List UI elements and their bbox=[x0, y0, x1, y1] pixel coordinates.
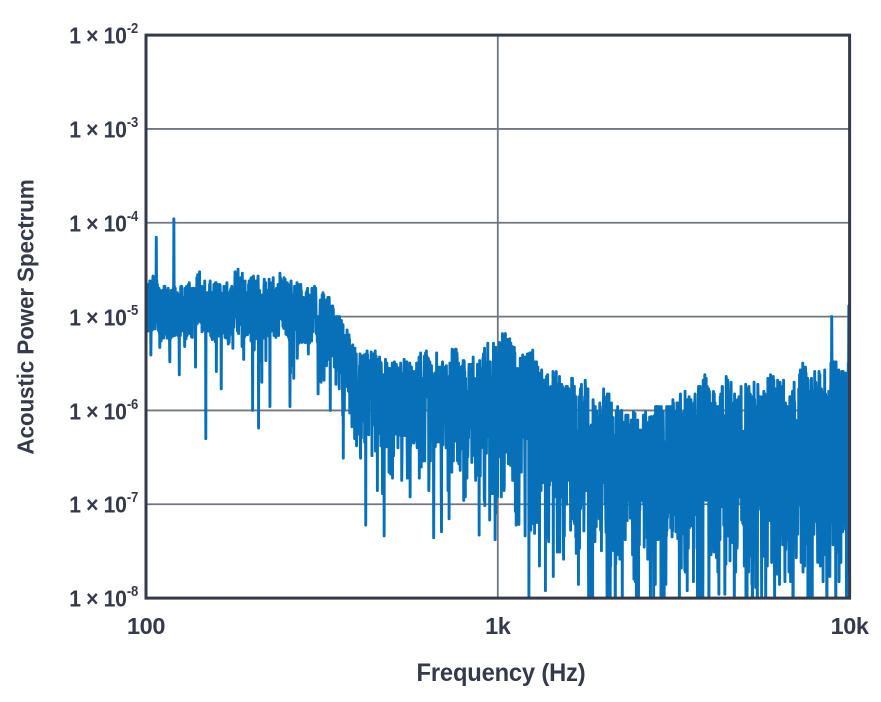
y-tick-label-1e-3: 1 × 10-3 bbox=[69, 114, 138, 143]
y-tick-exponent: -5 bbox=[126, 302, 138, 319]
y-tick-base: 1 × 10 bbox=[69, 304, 127, 331]
y-tick-label-1e-4: 1 × 10-4 bbox=[69, 208, 138, 237]
spectrum-trace bbox=[146, 217, 850, 599]
y-tick-base: 1 × 10 bbox=[69, 585, 127, 612]
plot-frame bbox=[144, 33, 852, 600]
y-tick-label-1e-8: 1 × 10-8 bbox=[69, 584, 138, 612]
x-tick-label-100: 100 bbox=[126, 613, 166, 640]
y-tick-label-1e-6: 1 × 10-6 bbox=[69, 396, 138, 425]
y-tick-base: 1 × 10 bbox=[69, 492, 127, 519]
y-tick-exponent: -3 bbox=[126, 114, 138, 131]
y-axis-title: Acoustic Power Spectrum bbox=[12, 179, 39, 455]
y-tick-label-1e-5: 1 × 10-5 bbox=[69, 302, 138, 331]
y-tick-base: 1 × 10 bbox=[69, 210, 127, 237]
y-tick-exponent: -2 bbox=[126, 21, 138, 38]
y-tick-label-1e-2: 1 × 10-2 bbox=[69, 21, 138, 49]
x-tick-label-1k: 1k bbox=[485, 613, 511, 640]
x-axis-title: Frequency (Hz) bbox=[416, 659, 586, 687]
y-tick-label-1e-7: 1 × 10-7 bbox=[69, 490, 138, 519]
y-tick-exponent: -8 bbox=[126, 584, 138, 601]
y-tick-exponent: -6 bbox=[126, 396, 138, 413]
y-tick-base: 1 × 10 bbox=[69, 22, 127, 49]
y-tick-base: 1 × 10 bbox=[69, 398, 127, 425]
y-tick-base: 1 × 10 bbox=[69, 116, 127, 143]
x-tick-label-10k: 10k bbox=[830, 613, 869, 640]
y-tick-exponent: -7 bbox=[126, 490, 138, 507]
y-tick-exponent: -4 bbox=[126, 208, 138, 225]
